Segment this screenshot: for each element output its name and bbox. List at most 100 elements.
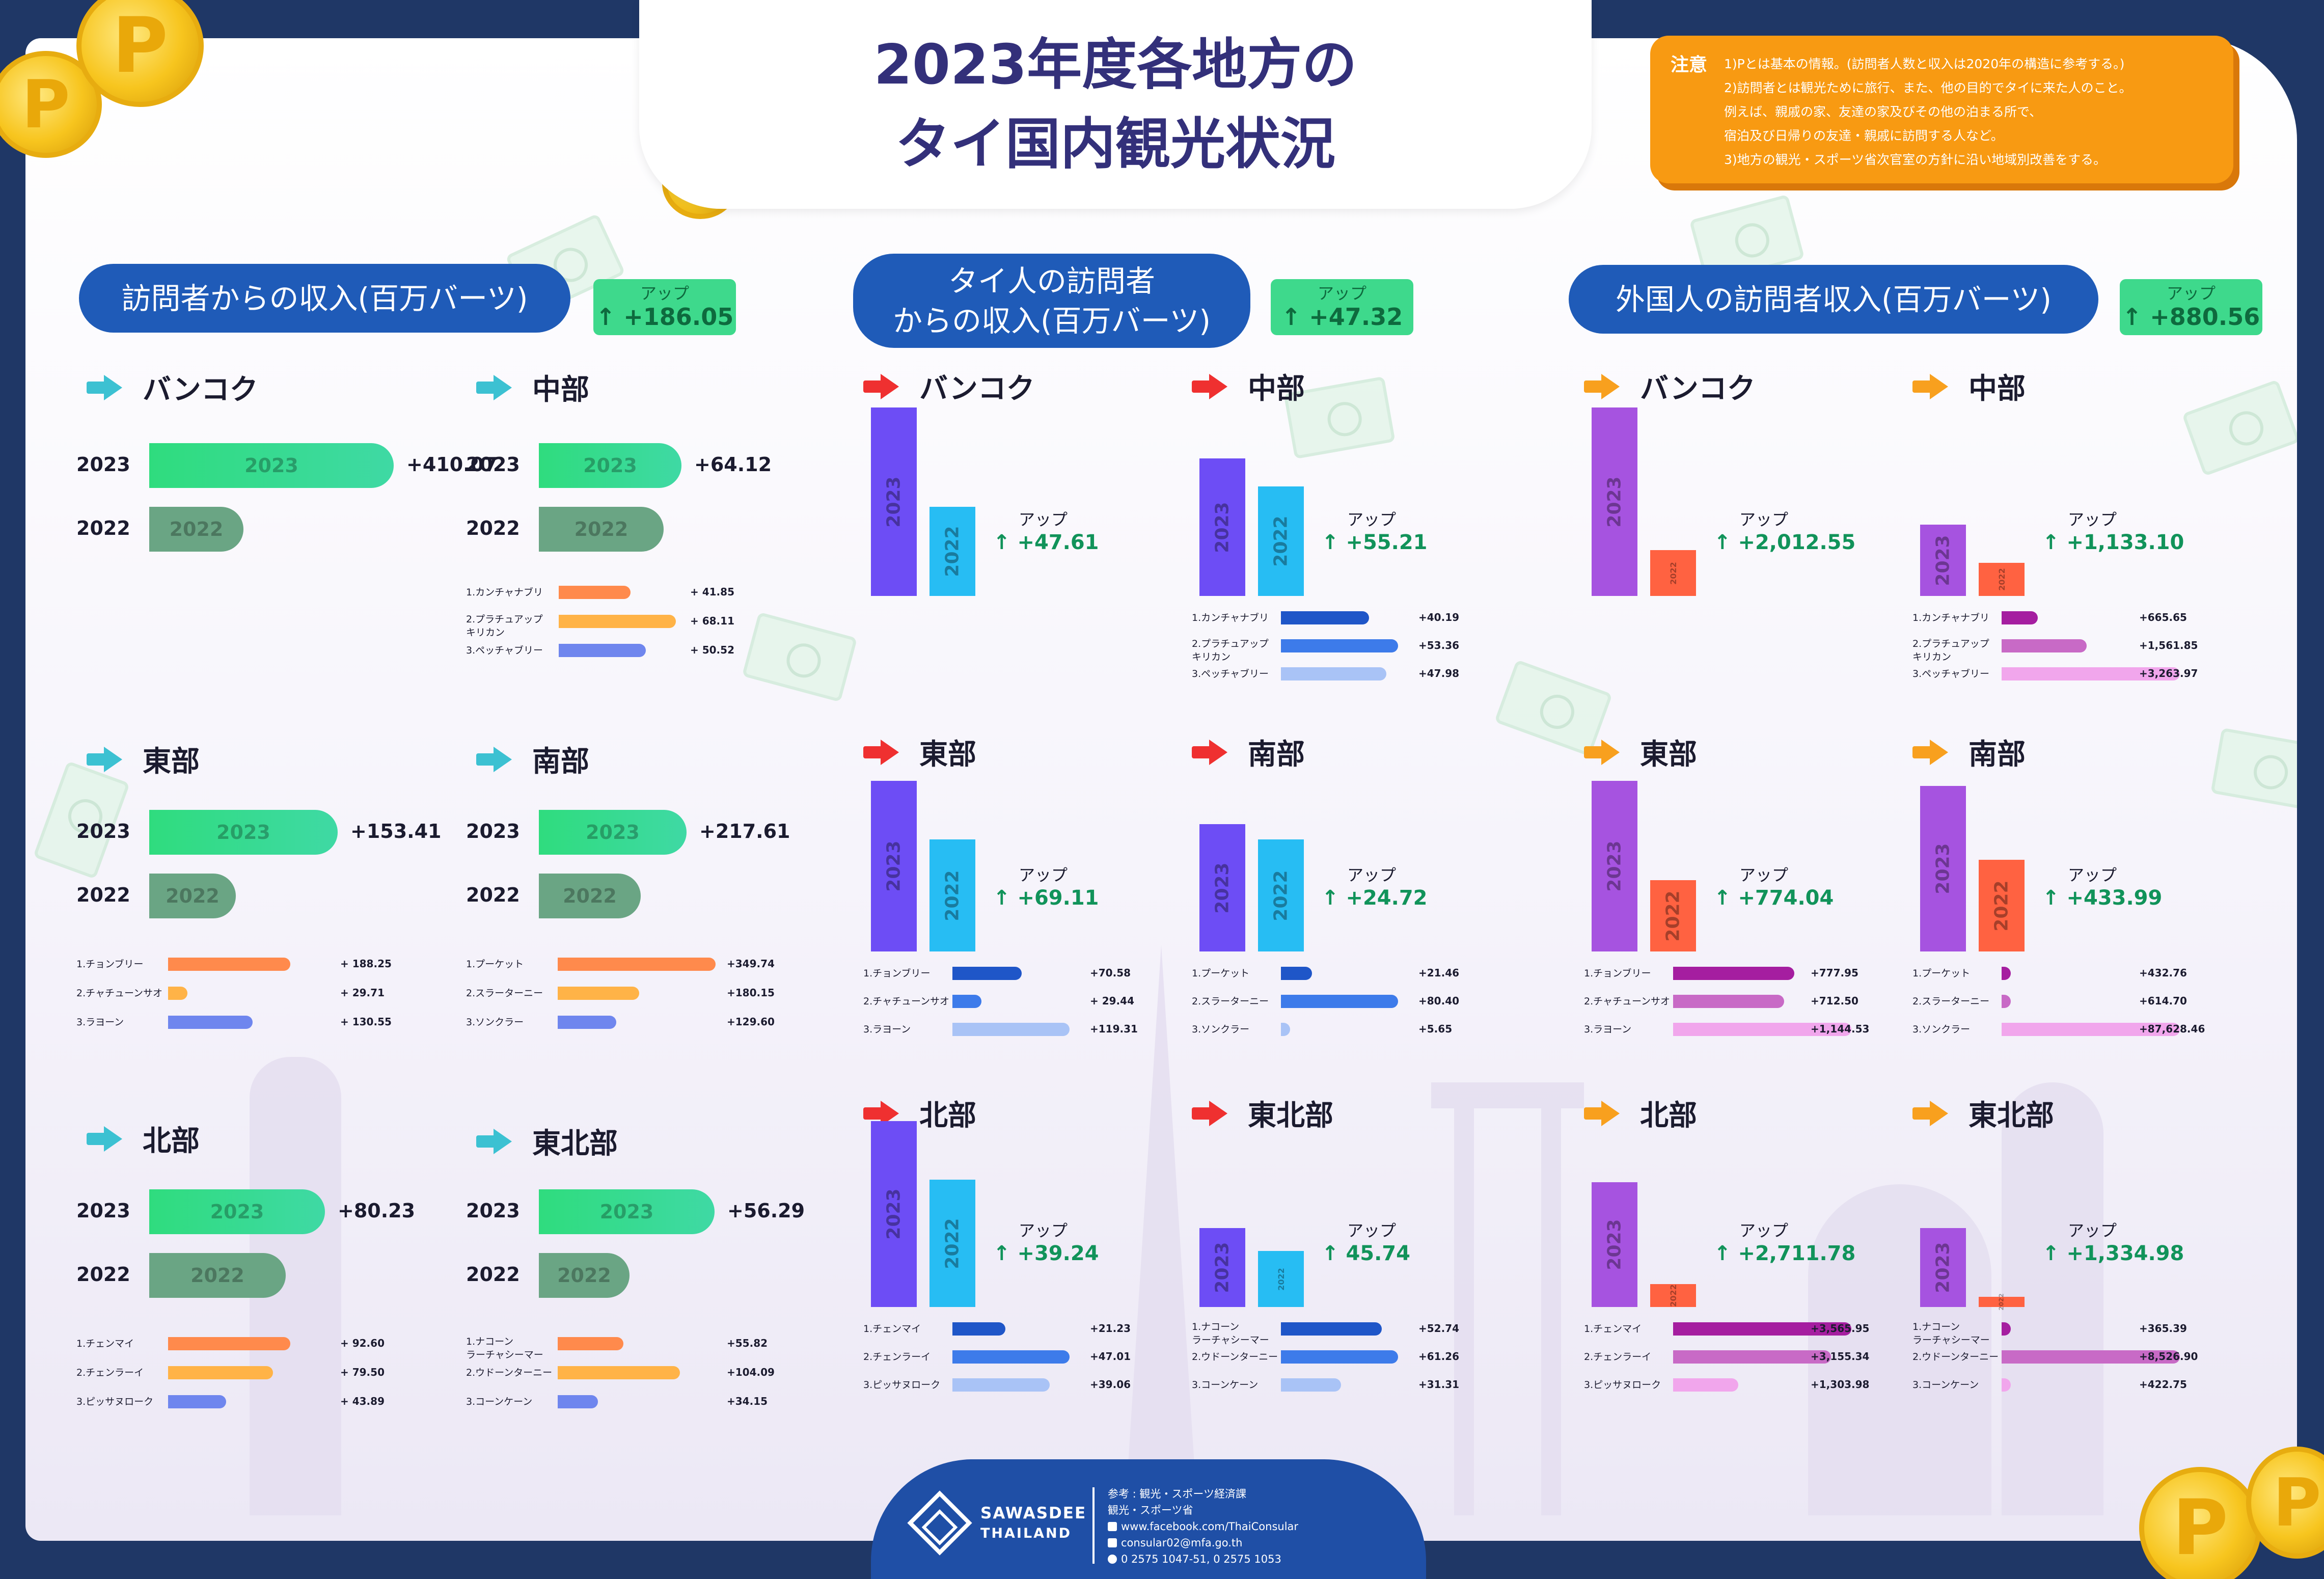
province-bar — [2002, 1350, 2180, 1364]
province-name: 3.ペッチャブリー — [1192, 668, 1269, 679]
footer-email-link[interactable]: consular02@mfa.go.th — [1121, 1537, 1243, 1549]
province-value: +47.01 — [1090, 1350, 1131, 1363]
region-name: 東部 — [143, 745, 200, 778]
province-bar — [168, 1395, 226, 1408]
footer-facebook-link[interactable]: www.facebook.com/ThaiConsular — [1121, 1520, 1299, 1533]
province-value: +34.15 — [727, 1395, 768, 1407]
footer-contact: 参考 : 観光・スポーツ経済課 観光・スポーツ省 www.facebook.co… — [1108, 1486, 1298, 1567]
province-name: 3.ソンクラー — [1912, 1024, 1971, 1035]
province-bar — [559, 586, 631, 599]
note-line: 宿泊及び日帰りの友達・親戚に訪問する人など。 — [1724, 128, 2004, 143]
arrow-right-icon — [476, 746, 512, 772]
province-name: 1.チョンブリー — [1584, 968, 1651, 979]
change-value: +64.12 — [694, 453, 772, 476]
province-value: +47.98 — [1418, 667, 1460, 679]
year-label: 2023 — [76, 1200, 130, 1222]
province-bar — [168, 1366, 274, 1379]
bar-2023: 2023 — [539, 443, 681, 488]
province-bar — [168, 1016, 253, 1029]
province-value: +349.74 — [727, 958, 775, 970]
up-label: アップ — [1347, 865, 1397, 885]
province-name: 2.チェンラーイ — [1584, 1351, 1652, 1363]
total-change-value: ↑ +186.05 — [595, 303, 734, 331]
province-bar — [558, 987, 639, 1000]
province-name: 1.プーケット — [1912, 968, 1971, 979]
coin-icon: P — [2139, 1467, 2261, 1579]
note-label: 注意 — [1671, 55, 1708, 75]
province-value: +39.06 — [1090, 1378, 1131, 1391]
up-label: アップ — [1347, 1221, 1397, 1240]
change-value: ↑ +47.61 — [993, 531, 1099, 554]
bar-label: 2022 — [942, 869, 963, 921]
mail-icon — [1108, 1538, 1117, 1547]
bar-2023: 2023 — [1592, 407, 1637, 596]
province-bar — [1673, 967, 1794, 980]
bar-label: 2023 — [883, 1188, 905, 1240]
province-bar — [2002, 967, 2011, 980]
province-bar — [2002, 1378, 2011, 1392]
change-value: +80.23 — [338, 1200, 416, 1222]
change-value: ↑ 45.74 — [1322, 1242, 1410, 1265]
province-bar — [558, 1337, 623, 1350]
province-value: +3,263.97 — [2139, 667, 2198, 679]
province-value: +777.95 — [1811, 967, 1858, 979]
province-value: +614.70 — [2139, 995, 2187, 1007]
up-label: アップ — [2068, 1221, 2117, 1240]
region-title: 南部 — [1192, 731, 1305, 773]
province-bar — [952, 1378, 1050, 1392]
province-value: + 92.60 — [340, 1337, 385, 1349]
change-value: ↑ +2,711.78 — [1714, 1242, 1856, 1265]
bar-label: 2022 — [942, 1217, 963, 1269]
footer-email: consular02@mfa.go.th — [1108, 1535, 1298, 1551]
province-bar — [1673, 1023, 1851, 1036]
province-name: 3.ラヨーン — [1584, 1024, 1632, 1035]
region-name: 東北部 — [532, 1127, 618, 1160]
year-label: 2023 — [466, 820, 520, 842]
footer-phone-number: 0 2575 1047-51, 0 2575 1053 — [1121, 1553, 1281, 1565]
banknote-decoration — [2181, 379, 2297, 477]
province-value: +432.76 — [2139, 967, 2187, 979]
bar-2023: 2023 — [539, 810, 687, 855]
region-name: 中部 — [1248, 372, 1305, 405]
province-bar — [168, 1337, 290, 1350]
year-label: 2022 — [76, 517, 130, 539]
province-bar — [1281, 995, 1398, 1008]
bar-label: 2023 — [1212, 862, 1233, 914]
up-label: アップ — [1739, 510, 1789, 529]
bar-2023: 2023 — [871, 407, 917, 596]
bar-2022: 2022 — [539, 874, 641, 918]
bar-2022: 2022 — [929, 507, 975, 596]
section-title: 訪問者からの収入(百万バーツ) — [121, 281, 528, 316]
region-title: 東部 — [1584, 731, 1697, 773]
bar-label: 2023 — [1212, 501, 1233, 553]
bar-2023: 2023 — [1920, 525, 1966, 596]
up-label: アップ — [1019, 1221, 1068, 1240]
arrow-right-icon — [87, 374, 122, 400]
province-bar — [1281, 1023, 1290, 1036]
province-bar — [1281, 967, 1313, 980]
total-change-badge: アップ ↑ +186.05 — [593, 279, 736, 335]
title-tab — [639, 0, 1592, 209]
arrow-right-icon — [87, 1126, 122, 1152]
province-name: 3.ラヨーン — [76, 1017, 124, 1028]
bar-2023: 2023 — [149, 1189, 325, 1234]
province-value: + 50.52 — [690, 644, 734, 656]
total-change-badge: アップ ↑ +47.32 — [1271, 279, 1413, 335]
province-name: 3.コーンケーン — [466, 1396, 533, 1407]
province-bar — [2002, 1322, 2011, 1336]
region-title: バンコク — [87, 367, 258, 408]
region-name: 東部 — [919, 738, 976, 771]
up-label: アップ — [1739, 865, 1789, 885]
province-name: 1.ナコーン ラーチャシーマー — [1912, 1321, 1990, 1346]
bar-label: 2023 — [883, 476, 905, 528]
region-title: 東部 — [863, 731, 976, 773]
bar-2022: 2022 — [1979, 563, 2025, 596]
province-name: 2.ウドーンターニー — [1912, 1351, 1999, 1363]
region-name: 南部 — [1968, 738, 2026, 771]
region-title: バンコク — [1584, 366, 1756, 407]
section-title: タイ人の訪問者 からの収入(百万バーツ) — [892, 263, 1211, 338]
region-title: 南部 — [1912, 731, 2026, 773]
province-bar — [1673, 1322, 1851, 1336]
province-name: 3.コーンケーン — [1912, 1379, 1979, 1391]
province-bar — [952, 995, 981, 1008]
